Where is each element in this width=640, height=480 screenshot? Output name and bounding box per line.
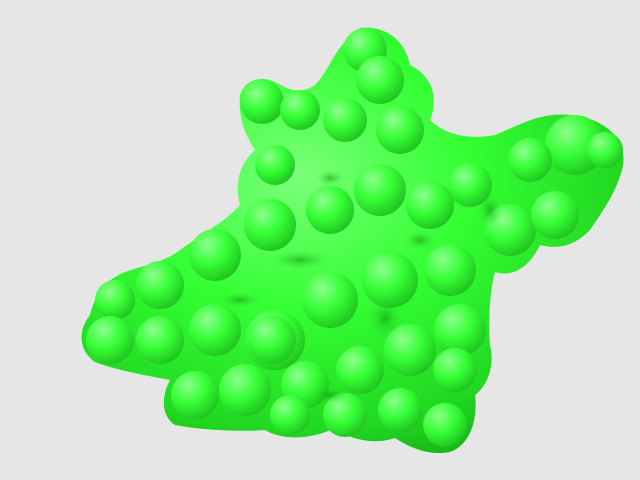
surface-cavities	[218, 170, 502, 403]
surface-bumps	[86, 28, 623, 447]
